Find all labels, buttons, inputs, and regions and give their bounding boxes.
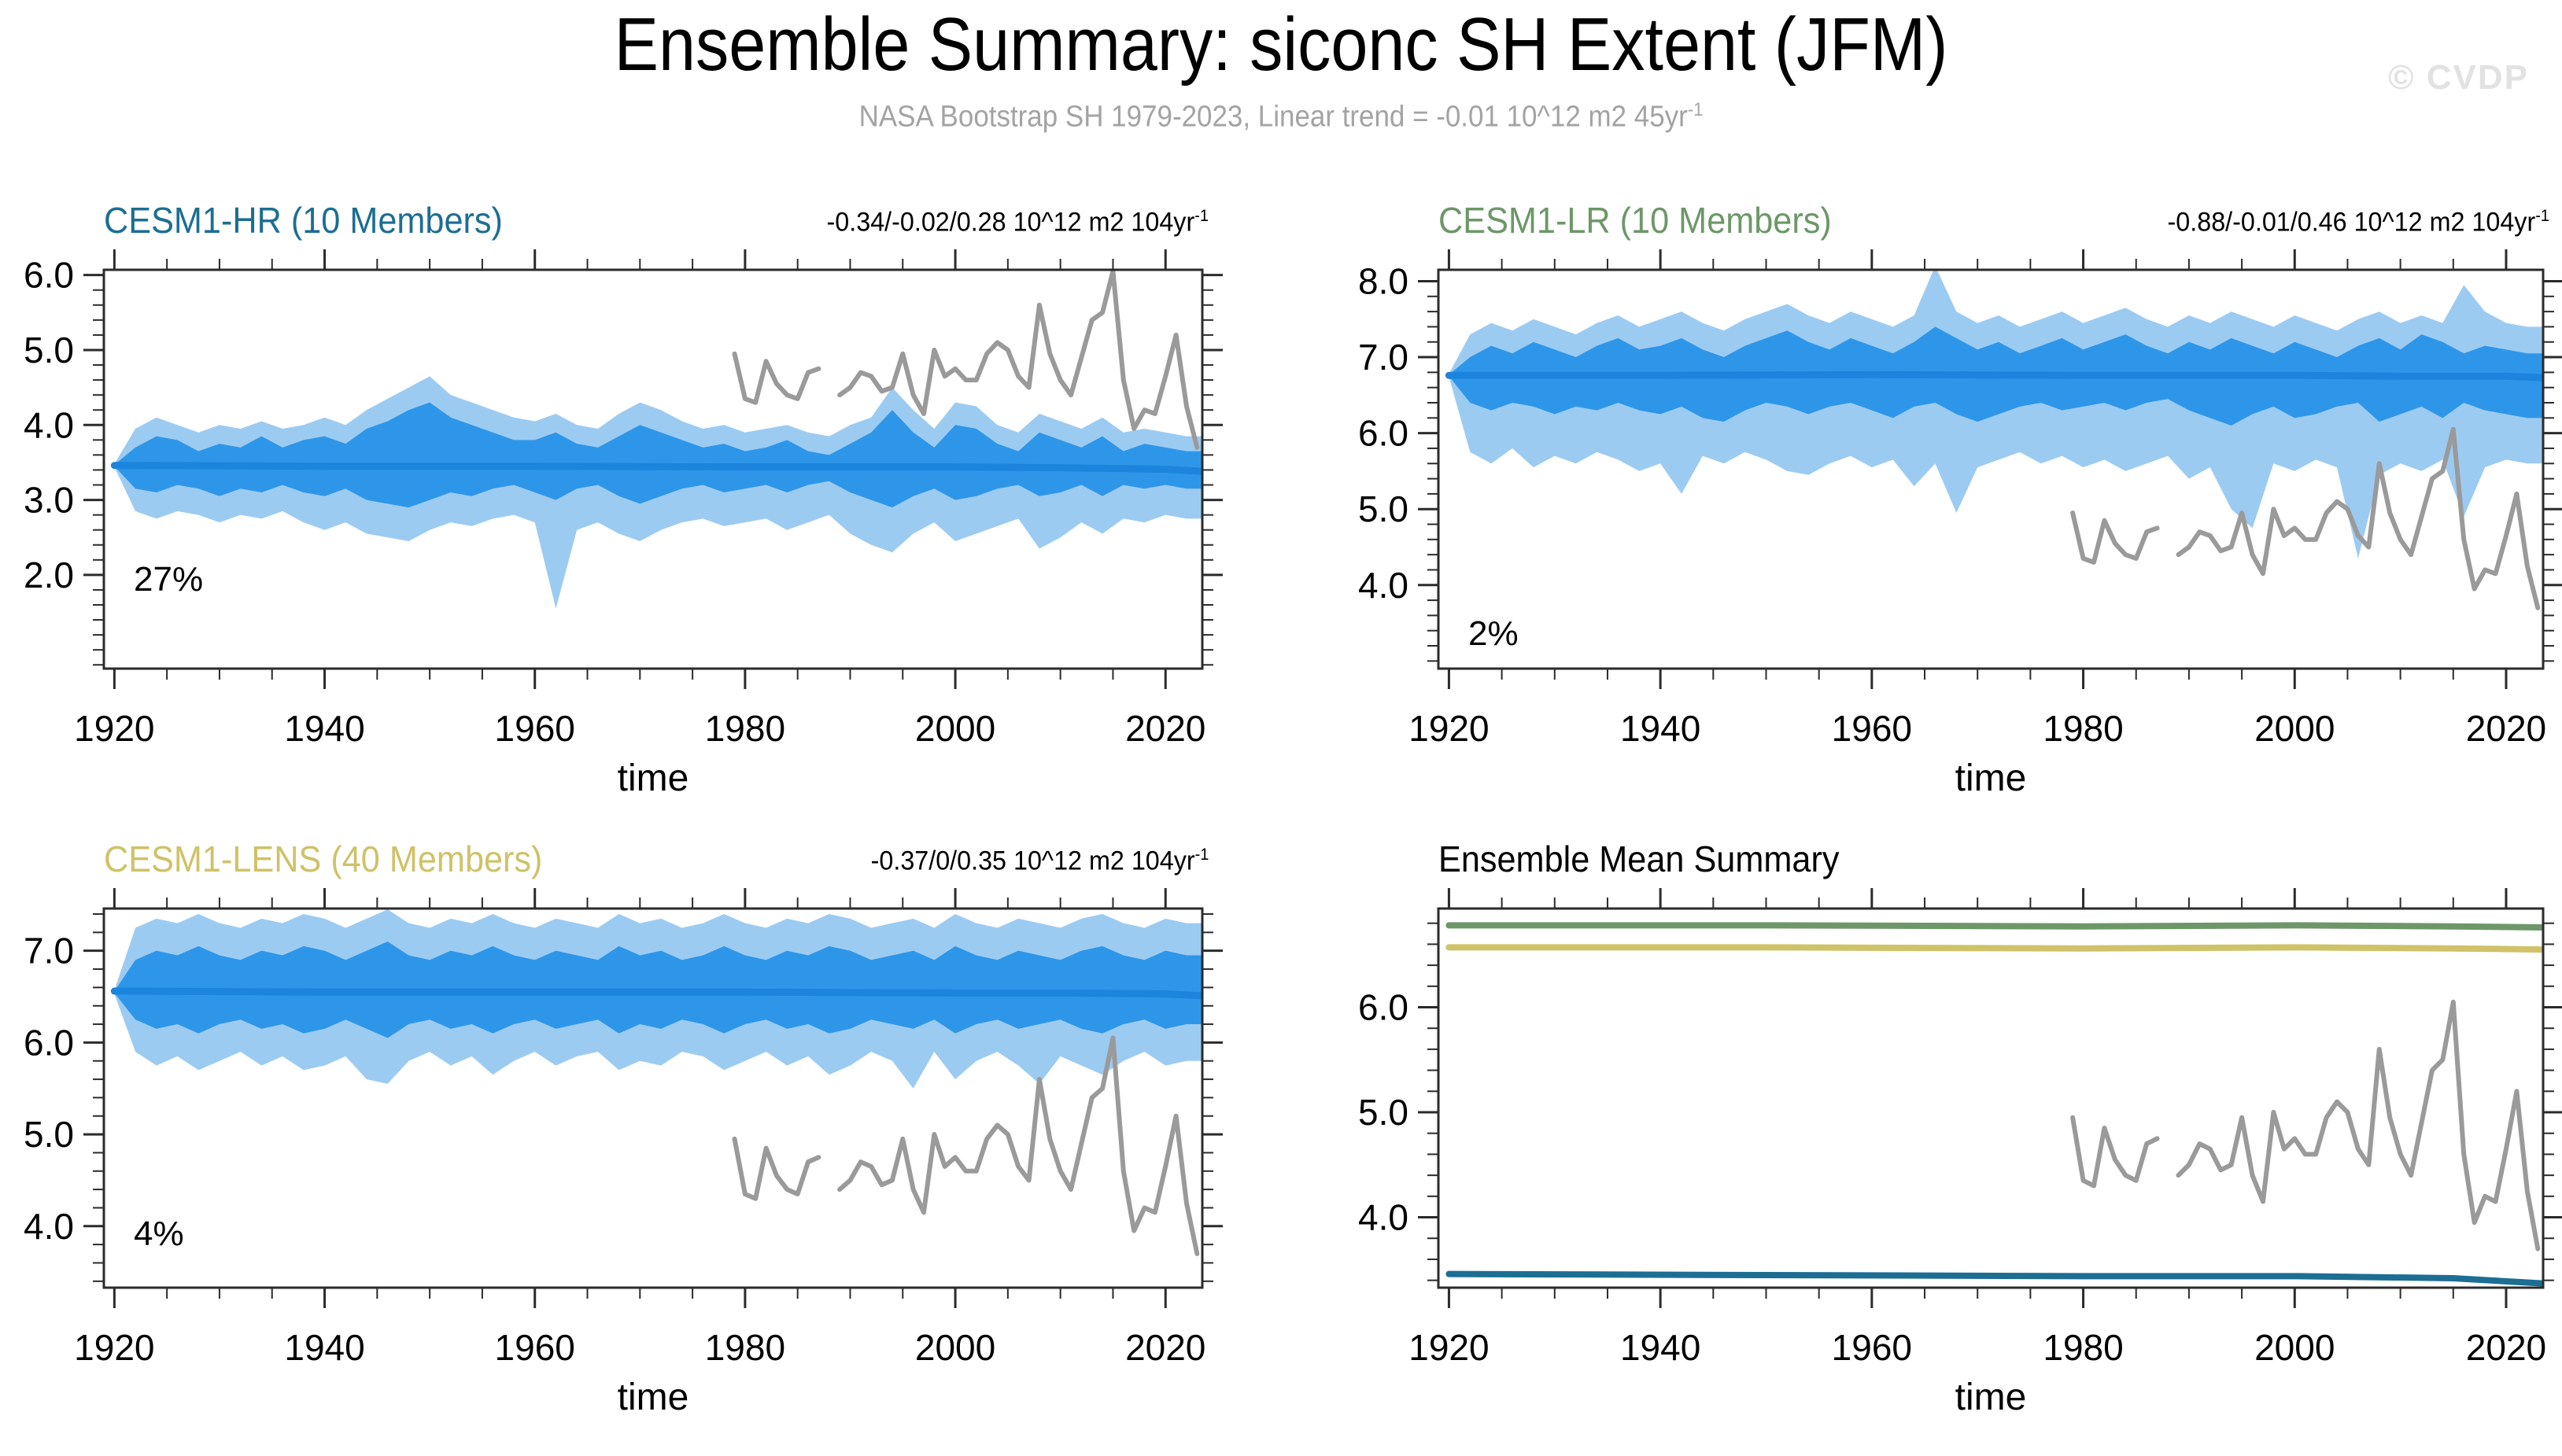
plot-data-area bbox=[1445, 270, 2543, 610]
panel-title-cesm1-lens: CESM1-LENS (40 Members) bbox=[104, 839, 543, 879]
plot-frame bbox=[1437, 268, 2545, 670]
y-tick-label: 6.0 bbox=[1358, 987, 1408, 1028]
y-tick-label: 4.0 bbox=[24, 404, 74, 445]
x-tick-label: 1940 bbox=[1620, 1327, 1700, 1368]
x-tick-label: 1960 bbox=[495, 1327, 575, 1368]
panel-plot-1: 1920 1940 1960 1980 2000 2020 4.0 5.0 6.0 7.0 8.0 bbox=[1358, 249, 2562, 749]
ensemble-mean-line bbox=[1445, 370, 2543, 382]
y-tick-label: 6.0 bbox=[24, 1022, 74, 1063]
trend-superscript: -1 bbox=[2535, 207, 2549, 225]
y-tick-label: 3.0 bbox=[24, 480, 74, 521]
x-tick-label: 1920 bbox=[74, 708, 154, 749]
x-tick-label: 1980 bbox=[2043, 1327, 2123, 1368]
trend-text: -0.88/-0.01/0.46 10^12 m2 104yr bbox=[2167, 207, 2536, 238]
x-tick-label: 1940 bbox=[284, 708, 364, 749]
x-axis-title: time bbox=[1955, 1377, 2027, 1418]
y-tick-label: 4.0 bbox=[1358, 565, 1408, 606]
panel-title-ensemble-mean-summary: Ensemble Mean Summary bbox=[1438, 839, 1840, 879]
panel-plot-2: 1920 1940 1960 1980 2000 2020 4.0 5.0 6.0 7.0 bbox=[24, 888, 1223, 1368]
y-tick-label: 5.0 bbox=[24, 1114, 74, 1155]
observations-line bbox=[2070, 511, 2160, 565]
observations-line bbox=[2176, 999, 2541, 1251]
trend-superscript: -1 bbox=[1194, 846, 1209, 864]
y-tick-label: 4.0 bbox=[24, 1206, 74, 1247]
observations-line bbox=[837, 1035, 1200, 1256]
y-tick-label: 7.0 bbox=[1358, 337, 1408, 378]
x-tick-label: 2000 bbox=[2254, 1327, 2335, 1368]
x-axis-title: time bbox=[617, 757, 689, 799]
trend-superscript: -1 bbox=[1194, 207, 1209, 225]
subtitle-superscript: -1 bbox=[1687, 99, 1704, 120]
x-tick-label: 2000 bbox=[2254, 708, 2335, 749]
observations-line bbox=[2176, 426, 2541, 610]
trend-text: -0.37/0/0.35 10^12 m2 104yr bbox=[870, 846, 1195, 876]
observations-line bbox=[2070, 1115, 2160, 1189]
x-tick-label: 1960 bbox=[1832, 1327, 1912, 1368]
x-tick-label: 1980 bbox=[2043, 708, 2123, 749]
obs-agreement-percent: 4% bbox=[134, 1215, 184, 1253]
y-tick-label: 4.0 bbox=[1358, 1197, 1408, 1238]
x-tick-label: 2020 bbox=[1125, 708, 1205, 749]
x-tick-label: 1940 bbox=[284, 1327, 364, 1368]
page-subtitle: NASA Bootstrap SH 1979-2023, Linear tren… bbox=[102, 99, 2460, 135]
y-tick-label: 5.0 bbox=[1358, 488, 1408, 529]
panel-title-cesm1-lr: CESM1-LR (10 Members) bbox=[1438, 200, 1832, 241]
ensemble-mean-line-cesm1-lens bbox=[1445, 944, 2543, 953]
x-tick-label: 1940 bbox=[1620, 708, 1700, 749]
page-title: Ensemble Summary: siconc SH Extent (JFM) bbox=[614, 2, 1948, 87]
y-tick-label: 6.0 bbox=[24, 255, 74, 296]
x-tick-label: 1920 bbox=[74, 1327, 154, 1368]
ensemble-mean-line bbox=[110, 462, 1202, 475]
x-tick-label: 1960 bbox=[1832, 708, 1912, 749]
y-tick-label: 7.0 bbox=[24, 931, 74, 971]
panel-plot-3: 1920 1940 1960 1980 2000 2020 4.0 5.0 6.0 bbox=[1358, 888, 2562, 1368]
trend-annotation-cesm1-lr: -0.88/-0.01/0.46 10^12 m2 104yr-1 bbox=[2168, 207, 2549, 238]
x-tick-label: 2000 bbox=[915, 1327, 995, 1368]
plot-frame bbox=[1437, 907, 2545, 1289]
plot-data-area bbox=[110, 909, 1202, 1256]
y-tick-label: 5.0 bbox=[24, 330, 74, 370]
panel-title-cesm1-hr: CESM1-HR (10 Members) bbox=[104, 200, 503, 241]
x-tick-label: 1980 bbox=[705, 1327, 785, 1368]
x-tick-label: 2000 bbox=[915, 708, 995, 749]
x-tick-label: 1920 bbox=[1408, 708, 1489, 749]
ensemble-mean-line bbox=[110, 987, 1202, 1000]
observations-line bbox=[732, 351, 821, 405]
x-tick-label: 1960 bbox=[495, 708, 575, 749]
plot-data-area bbox=[1445, 922, 2543, 1287]
trend-annotation-cesm1-lens: -0.37/0/0.35 10^12 m2 104yr-1 bbox=[870, 846, 1209, 876]
obs-agreement-percent: 27% bbox=[134, 560, 204, 599]
ensemble-mean-line-cesm1-lr bbox=[1445, 922, 2543, 931]
y-tick-label: 8.0 bbox=[1358, 260, 1408, 301]
obs-agreement-percent: 2% bbox=[1468, 614, 1519, 653]
x-tick-label: 2020 bbox=[2466, 1327, 2546, 1368]
subtitle-text: NASA Bootstrap SH 1979-2023, Linear tren… bbox=[858, 100, 1688, 134]
observations-line bbox=[732, 1136, 821, 1201]
trend-text: -0.34/-0.02/0.28 10^12 m2 104yr bbox=[826, 207, 1195, 238]
cvdp-watermark: © CVDP bbox=[2388, 58, 2529, 97]
y-tick-label: 6.0 bbox=[1358, 413, 1408, 454]
ensemble-mean-line-cesm1-hr bbox=[1445, 1270, 2543, 1287]
x-tick-label: 2020 bbox=[1125, 1327, 1205, 1368]
x-axis-title: time bbox=[617, 1377, 689, 1418]
y-tick-label: 5.0 bbox=[1358, 1092, 1408, 1133]
x-tick-label: 1980 bbox=[705, 708, 785, 749]
y-tick-label: 2.0 bbox=[24, 555, 74, 595]
panel-plot-0: 1920 1940 1960 1980 2000 2020 2.0 3.0 4.0 5.0 6.0 bbox=[24, 249, 1223, 749]
observations-line bbox=[837, 270, 1200, 450]
x-tick-label: 2020 bbox=[2466, 708, 2546, 749]
ensemble-core-band bbox=[114, 402, 1202, 508]
x-tick-label: 1920 bbox=[1408, 1327, 1489, 1368]
trend-annotation-cesm1-hr: -0.34/-0.02/0.28 10^12 m2 104yr-1 bbox=[827, 207, 1209, 238]
plot-data-area bbox=[110, 270, 1202, 609]
x-axis-title: time bbox=[1955, 757, 2027, 799]
